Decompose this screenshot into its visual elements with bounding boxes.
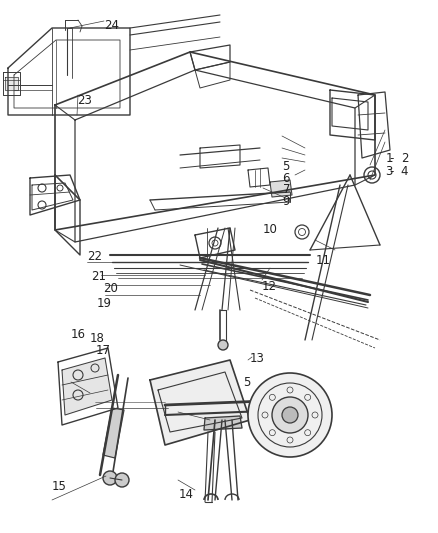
- Text: 10: 10: [263, 223, 278, 236]
- Polygon shape: [62, 358, 112, 415]
- Text: 2: 2: [401, 152, 408, 165]
- Text: -: -: [390, 152, 394, 165]
- Text: 5: 5: [283, 160, 290, 173]
- Text: 5: 5: [243, 376, 251, 389]
- Polygon shape: [103, 408, 124, 458]
- Text: 14: 14: [179, 488, 194, 501]
- Text: 11: 11: [315, 254, 330, 266]
- Polygon shape: [150, 360, 250, 445]
- Text: 15: 15: [52, 480, 67, 492]
- Text: 9: 9: [283, 195, 290, 208]
- Circle shape: [103, 471, 117, 485]
- Circle shape: [248, 373, 332, 457]
- Text: 6: 6: [283, 172, 290, 185]
- Text: 16: 16: [71, 328, 86, 341]
- Text: 13: 13: [250, 352, 265, 365]
- Polygon shape: [270, 180, 292, 197]
- Text: 20: 20: [103, 282, 118, 295]
- Text: 4: 4: [401, 165, 408, 178]
- Text: 7: 7: [283, 183, 290, 196]
- Text: 24: 24: [104, 19, 119, 32]
- Text: 19: 19: [96, 297, 111, 310]
- Polygon shape: [204, 416, 242, 430]
- Text: 3: 3: [385, 165, 393, 178]
- Circle shape: [218, 340, 228, 350]
- Text: 23: 23: [77, 94, 92, 107]
- Circle shape: [115, 473, 129, 487]
- Text: 22: 22: [87, 251, 102, 263]
- Text: -: -: [390, 165, 394, 178]
- Polygon shape: [5, 77, 18, 90]
- Text: 21: 21: [91, 270, 106, 282]
- Circle shape: [282, 407, 298, 423]
- Text: 1: 1: [385, 152, 393, 165]
- Text: 18: 18: [90, 333, 105, 345]
- Circle shape: [272, 397, 308, 433]
- Text: 12: 12: [262, 280, 277, 293]
- Text: 17: 17: [95, 344, 110, 357]
